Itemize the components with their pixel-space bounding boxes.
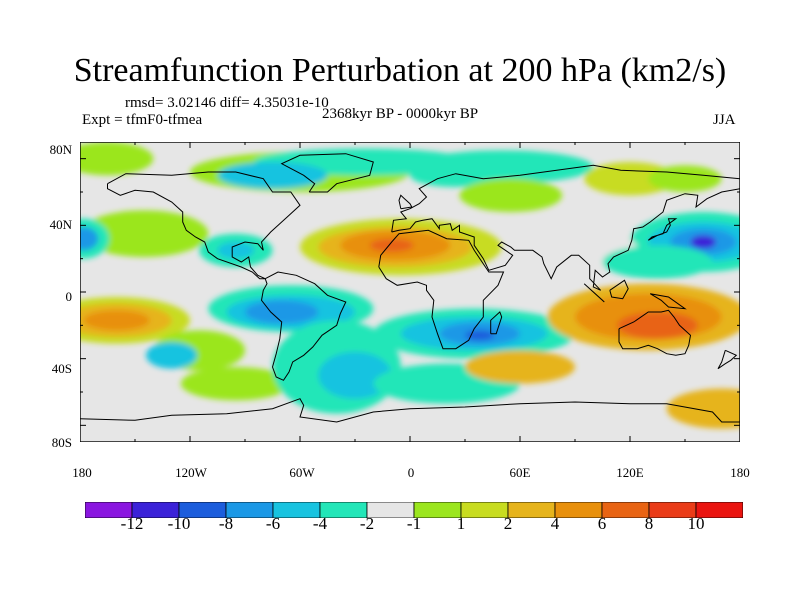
colorbar-label: -2 (359, 514, 375, 533)
lon-label-60w: 60W (289, 465, 315, 480)
colorbar (85, 502, 743, 518)
anomaly-region (648, 165, 722, 192)
rmsd-diff-stats: rmsd= 3.02146 diff= 4.35031e-10 (125, 95, 329, 111)
anomaly-region (318, 352, 392, 399)
colorbar-label: 8 (644, 514, 654, 533)
anomaly-region (180, 367, 291, 401)
lat-label-80n: 80N (49, 142, 72, 157)
coastline (260, 271, 347, 381)
anomaly-region (459, 178, 563, 212)
anomaly-region (690, 235, 717, 249)
anomaly-region (666, 388, 740, 429)
season-label: JJA (713, 112, 736, 128)
lat-label-80s: 80S (51, 435, 72, 450)
colorbar-swatch (695, 502, 743, 518)
colorbar-label: 10 (687, 514, 705, 533)
coastline (583, 283, 605, 303)
anomaly-region (602, 245, 713, 279)
colorbar-label: -6 (265, 514, 281, 533)
anomaly-region (584, 162, 676, 196)
lat-label-40s: 40S (51, 361, 72, 376)
coastline (649, 293, 687, 310)
streamfunction-map (80, 142, 740, 442)
anomaly-region (617, 312, 698, 339)
coastline (80, 398, 740, 423)
coastline (647, 218, 678, 241)
anomaly-region (465, 350, 575, 384)
lon-label-60e: 60E (509, 465, 531, 480)
anomaly-region (80, 142, 154, 176)
colorbar-label: 4 (550, 514, 560, 533)
lat-label-40n: 40N (49, 217, 72, 232)
experiment-label: Expt = tfmF0-tfmea (82, 112, 203, 128)
colorbar-label: 1 (456, 514, 466, 533)
colorbar-label: -12 (120, 514, 144, 533)
anomaly-region (369, 238, 414, 252)
lon-label-180e: 180 (730, 465, 750, 480)
period-label: 2368kyr BP - 0000kyr BP (322, 106, 479, 122)
colorbar-label: -10 (167, 514, 191, 533)
colorbar-label: -1 (406, 514, 422, 533)
anomaly-region (410, 150, 594, 184)
anomaly-region (80, 227, 99, 251)
anomaly-region (217, 162, 328, 189)
colorbar-label: -4 (312, 514, 328, 533)
lon-label-180w: 180 (72, 465, 92, 480)
anomaly-region (80, 210, 209, 257)
lat-label-eq: 0 (65, 289, 73, 304)
anomaly-region (245, 300, 319, 324)
colorbar-label: 2 (503, 514, 513, 533)
anomaly-region (217, 242, 255, 259)
coastline (280, 153, 374, 193)
lon-label-0: 0 (407, 465, 415, 480)
colorbar-label: -8 (218, 514, 234, 533)
coastline (107, 171, 301, 280)
anomaly-region (146, 342, 198, 369)
lon-label-120e: 120E (616, 465, 644, 480)
coastline (391, 164, 740, 233)
coastline (618, 309, 692, 356)
plot-title: Streamfunction Perturbation at 200 hPa (… (73, 52, 727, 89)
colorbar-label: 6 (597, 514, 607, 533)
coastline (717, 349, 738, 370)
coastline (609, 279, 629, 300)
coastline (391, 188, 740, 291)
coastline (490, 311, 503, 335)
coastline (378, 229, 505, 350)
lon-label-120w: 120W (175, 465, 207, 480)
coastline (398, 194, 413, 210)
anomaly-region (83, 310, 150, 331)
